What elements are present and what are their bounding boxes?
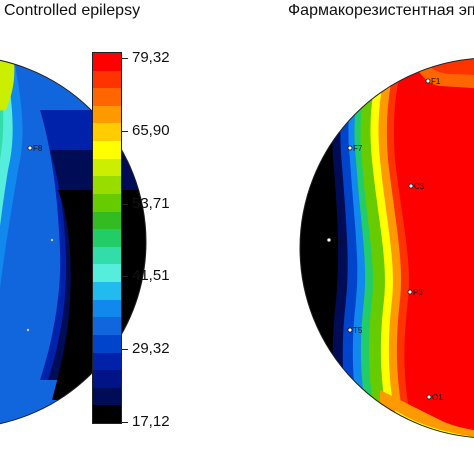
left-topomap	[0, 56, 146, 428]
left-electrode-f8-marker	[27, 145, 33, 151]
right-electrode-label-o1: O1	[432, 393, 443, 402]
right-map-outline	[299, 58, 474, 438]
colorbar-tick-label: 65,90	[132, 121, 170, 139]
colorbar-band	[93, 123, 121, 143]
colorbar-band	[93, 53, 121, 72]
colorbar-tick-label: 53,71	[132, 194, 170, 212]
right-electrode-marker-t3	[326, 237, 332, 243]
colorbar-band	[93, 299, 121, 319]
colorbar-band	[93, 282, 121, 301]
right-topomap	[300, 58, 474, 438]
colorbar-tick-label: 29,32	[132, 340, 170, 358]
colorbar-band	[93, 211, 121, 231]
colorbar-band	[93, 141, 121, 160]
right-electrode-label-p3: P3	[413, 288, 423, 297]
colorbar-band	[93, 334, 121, 354]
left-electrode-marker-2	[50, 238, 54, 242]
right-map-region-black	[300, 58, 344, 438]
right-electrode-label-f1: F1	[431, 77, 441, 86]
right-electrode-label-t3: T3	[332, 236, 342, 245]
right-electrode-marker-f1	[425, 78, 431, 84]
colorbar-band	[93, 193, 121, 213]
colorbar-tick	[122, 203, 128, 205]
left-panel-title: Controlled epilepsy	[4, 2, 141, 19]
colorbar-band	[93, 370, 121, 389]
right-electrode-marker-p3	[407, 289, 413, 295]
right-electrode-label-c3: C3	[414, 182, 425, 191]
colorbar-band	[93, 246, 121, 266]
right-panel-title: Фармакорезистентная эп	[288, 2, 474, 19]
colorbar-band	[93, 405, 121, 423]
right-electrode-label-f7: F7	[353, 144, 363, 153]
colorbar-band	[93, 70, 121, 90]
right-electrode-marker-c3	[408, 183, 414, 189]
colorbar-tick	[122, 58, 128, 59]
colorbar-tick-label: 79,32	[132, 49, 170, 66]
colorbar-band	[93, 387, 121, 407]
left-map-outline	[0, 59, 147, 425]
colorbar-tick	[122, 130, 128, 132]
right-electrode-marker-o1	[426, 394, 432, 400]
left-electrode-marker-3	[26, 328, 30, 332]
colorbar-band	[93, 176, 121, 195]
colorbar-tick	[122, 349, 128, 351]
colorbar	[92, 52, 122, 424]
colorbar-band	[93, 158, 121, 178]
colorbar-tick-label: 17,12	[132, 413, 170, 430]
colorbar-band	[93, 317, 121, 336]
right-electrode-marker-f7	[347, 145, 353, 151]
colorbar-band	[93, 229, 121, 248]
colorbar-tick	[122, 422, 128, 423]
colorbar-band	[93, 352, 121, 372]
left-electrode-f8-label: F8	[33, 144, 43, 153]
colorbar-band	[93, 264, 121, 284]
colorbar-tick-label: 41,51	[132, 267, 170, 285]
colorbar-band	[93, 105, 121, 125]
right-electrode-marker-t5	[347, 327, 353, 333]
colorbar-tick	[122, 276, 128, 278]
right-electrodes: F1 F7 C3 T3 P3 T5 O1	[326, 77, 443, 402]
colorbar-band	[93, 88, 121, 107]
right-electrode-label-t5: T5	[353, 326, 363, 335]
